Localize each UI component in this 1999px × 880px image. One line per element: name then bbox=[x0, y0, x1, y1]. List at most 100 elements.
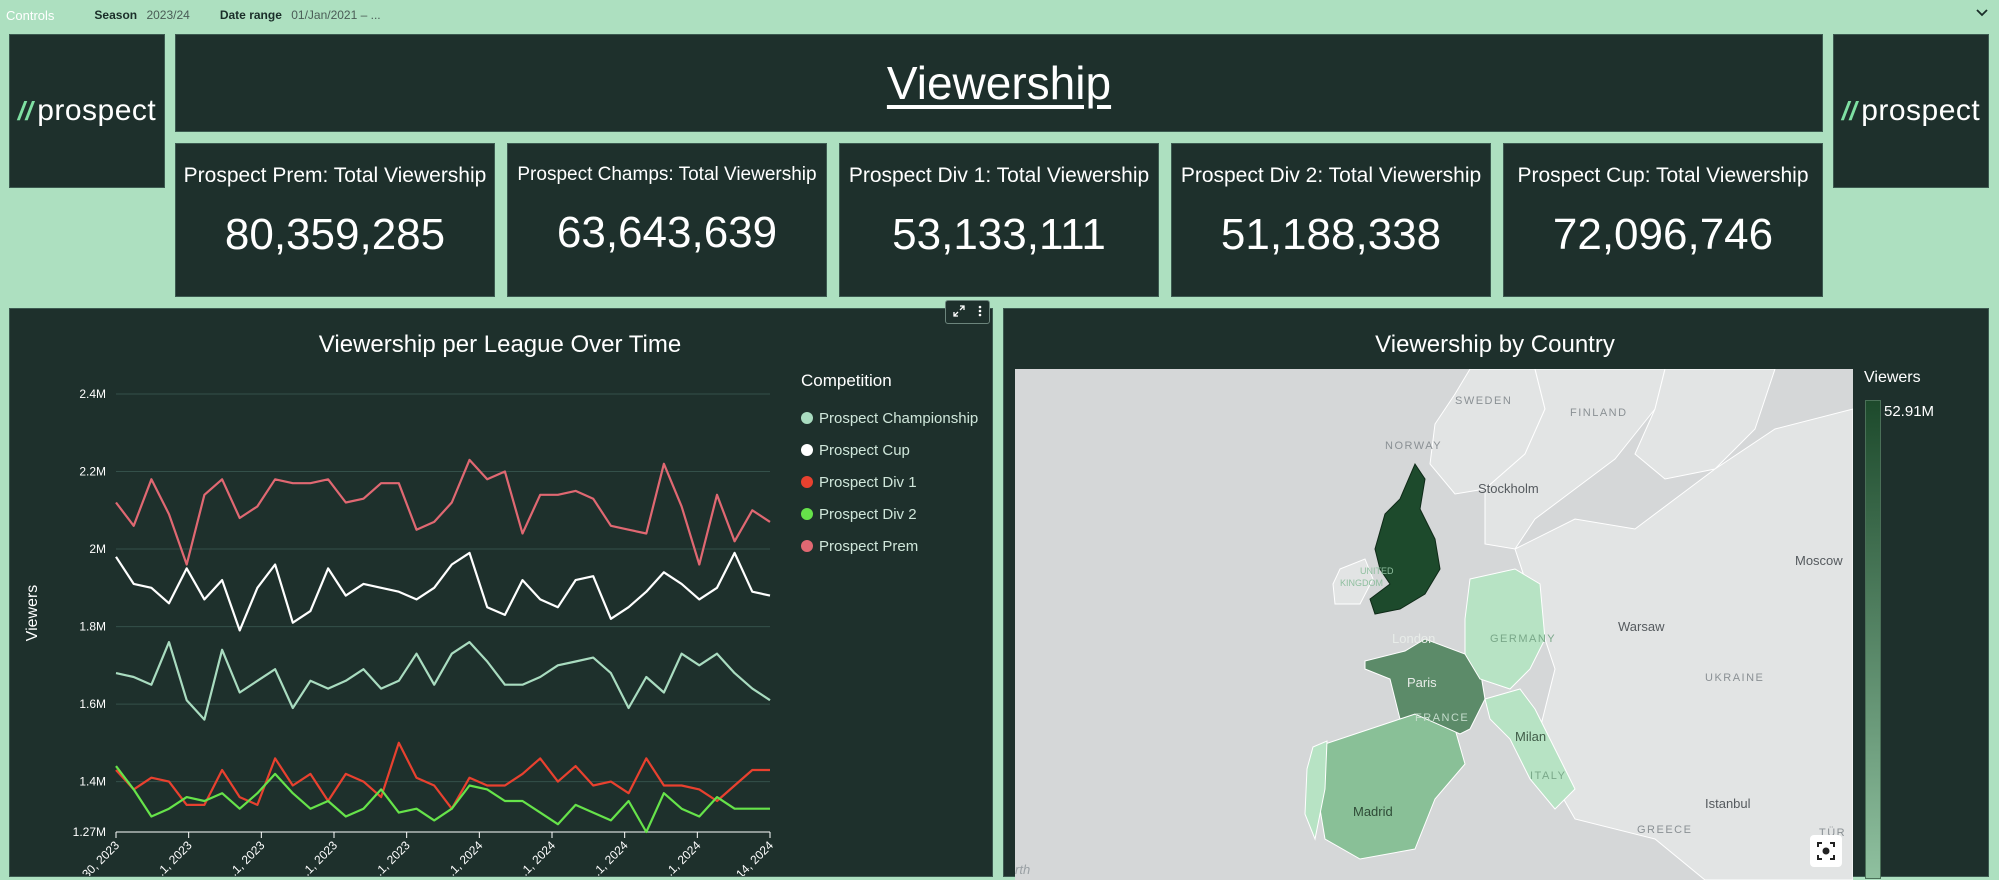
map-label-ukraine: UKRAINE bbox=[1705, 672, 1764, 684]
logo-text: prospect bbox=[37, 94, 157, 127]
map-label-istanbul: Istanbul bbox=[1705, 796, 1751, 811]
eastern-europe-shape bbox=[1514, 408, 1853, 880]
more-vertical-icon[interactable] bbox=[978, 305, 982, 320]
legend-title: Competition bbox=[801, 371, 892, 390]
map-legend-colorbar bbox=[1865, 400, 1881, 879]
map-label-sweden: SWEDEN bbox=[1455, 395, 1512, 407]
legend-label: Prospect Div 1 bbox=[819, 473, 917, 491]
x-tick-label: ...1, 2024 bbox=[658, 838, 704, 877]
legend-label: Prospect Cup bbox=[819, 441, 910, 459]
page-title: Viewership bbox=[886, 57, 1112, 109]
map-legend-title: Viewers bbox=[1864, 369, 1921, 386]
y-tick-label: 1.8M bbox=[79, 620, 106, 634]
logo-right: // prospect bbox=[1833, 34, 1989, 188]
map-label-germany: GERMANY bbox=[1490, 633, 1556, 645]
logo-mark: // bbox=[17, 95, 34, 126]
series-line-prospect-prem bbox=[115, 458, 771, 566]
logo-left: // prospect bbox=[9, 34, 165, 188]
screenshot-icon[interactable] bbox=[1810, 835, 1842, 867]
x-tick-label: ...1, 2024 bbox=[513, 838, 559, 877]
kpi-value: 80,359,285 bbox=[224, 210, 446, 259]
y-axis-title: Viewers bbox=[24, 585, 41, 642]
series-line-prospect-cup bbox=[115, 551, 771, 632]
kpi-card-cup: Prospect Cup: Total Viewership 72,096,74… bbox=[1503, 143, 1823, 297]
kpi-card-champs: Prospect Champs: Total Viewership 63,643… bbox=[507, 143, 827, 297]
chevron-down-icon[interactable] bbox=[1975, 6, 1989, 25]
map-label-paris: Paris bbox=[1407, 675, 1437, 690]
legend-label: Prospect Championship bbox=[819, 409, 979, 427]
kpi-label: Prospect Prem: Total Viewership bbox=[183, 164, 487, 187]
series-line-prospect-championship bbox=[115, 641, 771, 721]
series-line-prospect-div-2 bbox=[115, 765, 770, 834]
x-tick-label: ...1, 2023 bbox=[295, 838, 341, 877]
controls-title[interactable]: Controls bbox=[6, 7, 55, 23]
map-label-greece: GREECE bbox=[1637, 824, 1692, 836]
legend-dot bbox=[801, 476, 813, 488]
y-tick-label: 1.27M bbox=[73, 825, 106, 839]
kpi-card-div1: Prospect Div 1: Total Viewership 53,133,… bbox=[839, 143, 1159, 297]
date-range-label: Date range bbox=[219, 8, 282, 22]
legend-dot bbox=[801, 412, 813, 424]
map-label-finland: FINLAND bbox=[1570, 407, 1628, 419]
map-label-madrid: Madrid bbox=[1353, 804, 1393, 819]
portugal-shape bbox=[1304, 740, 1328, 841]
y-tick-label: 1.6M bbox=[79, 697, 106, 711]
legend-label: Prospect Div 2 bbox=[819, 505, 917, 523]
legend-item[interactable]: Prospect Championship bbox=[801, 402, 978, 434]
x-tick-label: ...1, 2024 bbox=[440, 838, 486, 877]
france-shape bbox=[1364, 638, 1486, 735]
legend-label: Prospect Prem bbox=[819, 537, 919, 555]
x-tick-label: ...30, 2023 bbox=[72, 838, 122, 877]
x-tick-label: ...1, 2023 bbox=[368, 838, 414, 877]
map-label-france: FRANCE bbox=[1415, 712, 1469, 724]
x-tick-label: ...1, 2024 bbox=[586, 838, 632, 877]
title-panel: Viewership bbox=[175, 34, 1823, 132]
season-label: Season bbox=[94, 8, 138, 22]
map-legend-max: 52.91M bbox=[1884, 403, 1935, 420]
europe-map[interactable]: SWEDEN FINLAND NORWAY Stockholm Moscow W… bbox=[1015, 369, 1853, 880]
ireland-shape bbox=[1332, 558, 1374, 605]
season-filter[interactable]: Season 2023/24 bbox=[94, 8, 189, 22]
uk-shape bbox=[1369, 462, 1441, 615]
map-label-warsaw: Warsaw bbox=[1618, 619, 1665, 634]
legend-item[interactable]: Prospect Prem bbox=[801, 530, 978, 562]
line-chart: 1.27M 1.4M 1.6M 1.8M 2M 2.2M 2.4M Viewers ...30,… bbox=[24, 387, 776, 877]
line-chart-panel: Viewership per League Over Time Competit… bbox=[9, 308, 993, 877]
x-tick-label: ...1, 2023 bbox=[150, 838, 196, 877]
legend-dot bbox=[801, 444, 813, 456]
kpi-value: 72,096,746 bbox=[1552, 210, 1774, 259]
kpi-value: 63,643,639 bbox=[556, 208, 778, 257]
x-tick-label: ...1, 2023 bbox=[222, 838, 268, 877]
panel-toolbar bbox=[945, 300, 990, 324]
map-label-moscow: Moscow bbox=[1795, 553, 1843, 568]
logo-mark: // bbox=[1841, 95, 1858, 126]
series-line-prospect-div-1 bbox=[115, 741, 770, 810]
legend-item[interactable]: Prospect Div 1 bbox=[801, 466, 978, 498]
kpi-label: Prospect Div 1: Total Viewership bbox=[848, 164, 1150, 187]
kpi-label: Prospect Cup: Total Viewership bbox=[1517, 164, 1809, 187]
legend-item[interactable]: Prospect Cup bbox=[801, 434, 978, 466]
map-label-milan: Milan bbox=[1515, 729, 1546, 744]
y-tick-label: 2M bbox=[89, 542, 106, 556]
controls-bar: Controls Season 2023/24 Date range 01/Ja… bbox=[0, 0, 1999, 30]
chart-title: Viewership per League Over Time bbox=[318, 331, 682, 358]
legend-item[interactable]: Prospect Div 2 bbox=[801, 498, 978, 530]
kpi-card-prem: Prospect Prem: Total Viewership 80,359,2… bbox=[175, 143, 495, 297]
map-label-norway: NORWAY bbox=[1385, 440, 1442, 452]
kpi-label: Prospect Div 2: Total Viewership bbox=[1180, 164, 1482, 187]
chart-legend: Prospect Championship Prospect Cup Prospec… bbox=[801, 402, 978, 562]
legend-dot bbox=[801, 508, 813, 520]
y-tick-label: 1.4M bbox=[79, 775, 106, 789]
kpi-card-div2: Prospect Div 2: Total Viewership 51,188,… bbox=[1171, 143, 1491, 297]
map-title: Viewership by Country bbox=[1375, 331, 1615, 358]
kpi-value: 51,188,338 bbox=[1220, 210, 1442, 259]
x-tick-label: ...14, 2024 bbox=[726, 838, 776, 877]
map-label-italy: ITALY bbox=[1530, 770, 1566, 782]
date-range-filter[interactable]: Date range 01/Jan/2021 – ... bbox=[220, 8, 381, 22]
legend-dot bbox=[801, 540, 813, 552]
expand-icon[interactable] bbox=[953, 304, 965, 320]
date-range-value: 01/Jan/2021 – ... bbox=[291, 8, 381, 22]
map-attribution: rth bbox=[1015, 862, 1030, 877]
season-value: 2023/24 bbox=[146, 8, 190, 22]
map-label-uk-line2: KINGDOM bbox=[1340, 578, 1383, 588]
